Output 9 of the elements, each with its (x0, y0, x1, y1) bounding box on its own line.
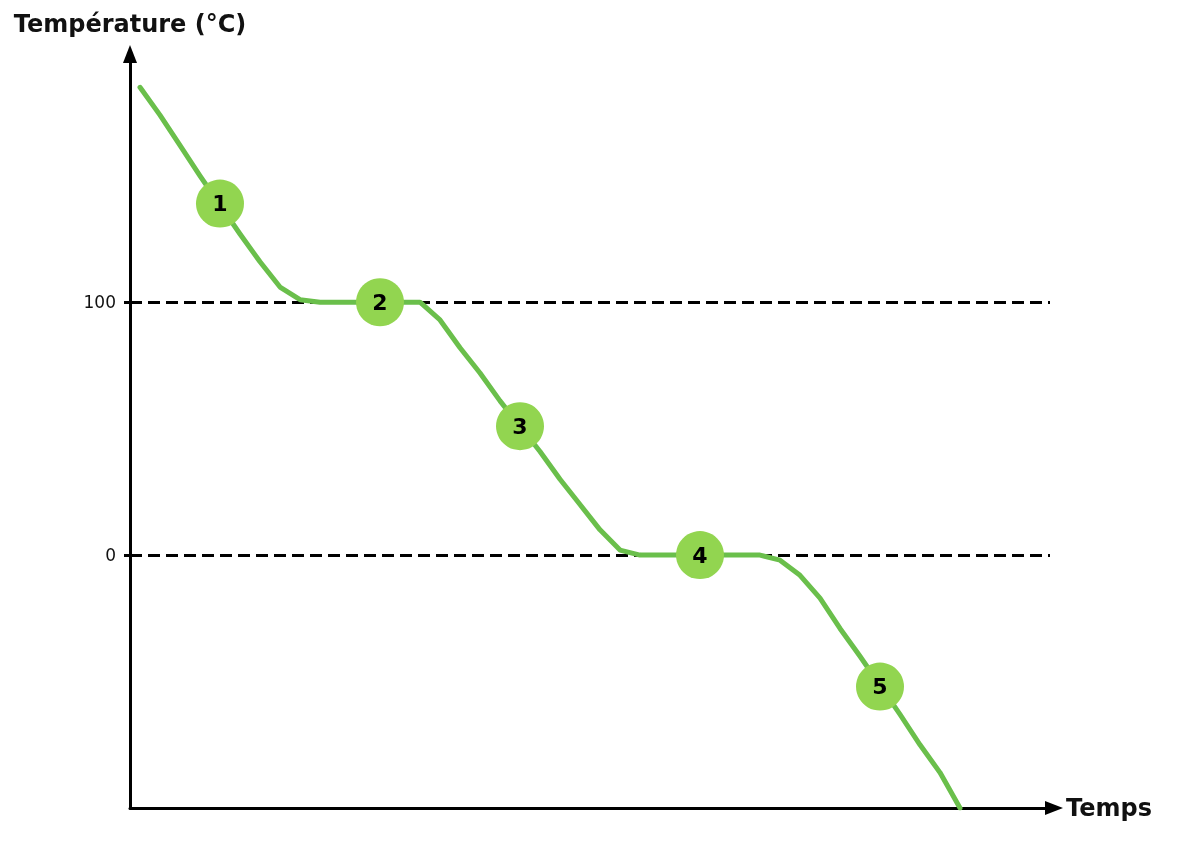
annotation: 2 (372, 289, 388, 315)
y-axis-title: Température (°C) (13, 10, 247, 38)
y-tick-label: 100 (83, 292, 116, 313)
x-axis-title: Temps (1066, 794, 1152, 822)
annotation: 4 (692, 542, 708, 568)
y-tick-label: 0 (105, 545, 116, 566)
annotation: 5 (872, 674, 888, 700)
annotation: 1 (212, 191, 228, 217)
annotation: 3 (512, 413, 528, 439)
